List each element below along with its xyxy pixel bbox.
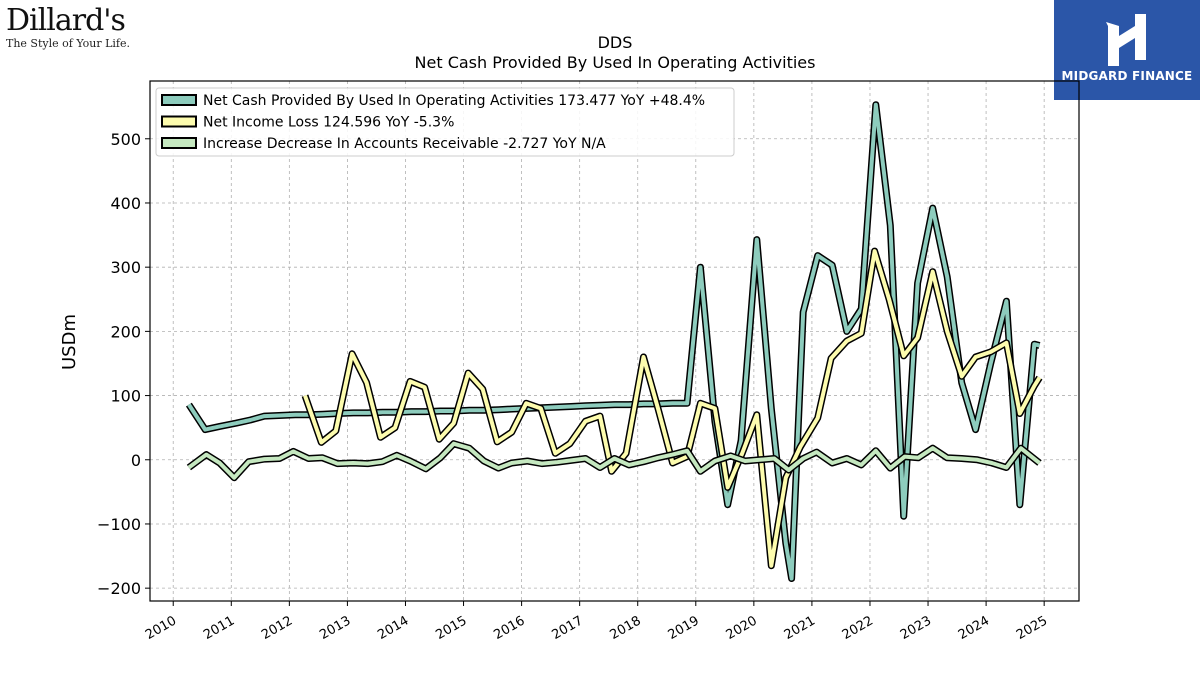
legend-box [155, 87, 735, 157]
legend: Net Cash Provided By Used In Operating A… [155, 87, 735, 157]
midgard-finance-brand-text: MIDGARD FINANCE [1061, 69, 1193, 83]
chart-title: DDS [598, 33, 633, 52]
x-tick-label: 2022 [840, 613, 876, 643]
series-group [185, 101, 1043, 582]
dillards-logo-wordmark: Dillard's [6, 3, 126, 38]
x-tick-label: 2010 [143, 613, 179, 643]
x-tick-label: 2013 [317, 613, 353, 643]
y-tick-label: −200 [97, 579, 141, 598]
y-tick-label: 500 [110, 130, 141, 149]
y-tick-label: 200 [110, 322, 141, 341]
x-tick-label: 2023 [898, 613, 934, 643]
midgard-finance-logo: MIDGARD FINANCE [1054, 0, 1200, 100]
y-axis-label: USDm [59, 314, 80, 370]
x-tick-label: 2019 [666, 613, 702, 643]
y-tick-label: 300 [110, 258, 141, 277]
x-tick-label: 2011 [201, 613, 237, 643]
x-tick-label: 2017 [550, 613, 586, 643]
x-tick-label: 2015 [433, 613, 469, 643]
legend-label-1: Net Income Loss 124.596 YoY -5.3% [203, 115, 454, 131]
x-tick-label: 2018 [608, 613, 644, 643]
legend-swatch-2 [161, 137, 197, 149]
x-tick-label: 2020 [724, 613, 760, 643]
x-tick-label: 2024 [956, 613, 992, 643]
x-axis: 2010 2011 2012 2013 2014 2015 2016 2017 2018 2019… [143, 601, 1050, 643]
x-tick-label: 2021 [782, 613, 818, 643]
legend-label-0: Net Cash Provided By Used In Operating A… [203, 93, 705, 109]
dillards-logo: Dillard's The Style of Your Life. [6, 4, 136, 50]
plot-frame [149, 80, 1080, 602]
x-tick-label: 2016 [491, 613, 527, 643]
legend-swatch-0 [161, 94, 197, 106]
x-tick-label: 2014 [375, 613, 411, 643]
series-2-line [187, 441, 1041, 480]
legend-label-2: Increase Decrease In Accounts Receivable… [203, 136, 606, 152]
midgard-finance-mark-icon [1106, 14, 1146, 66]
series-1-line [303, 249, 1042, 568]
dillards-logo-tagline: The Style of Your Life. [6, 37, 130, 50]
x-tick-label: 2025 [1014, 613, 1050, 643]
y-axis: −200 −100 0 100 200 300 400 500 [97, 130, 150, 598]
legend-swatch-1 [161, 115, 197, 128]
x-tick-label: 2012 [259, 613, 295, 643]
grid [150, 81, 1079, 601]
y-tick-label: 0 [131, 451, 141, 470]
y-tick-label: 400 [110, 194, 141, 213]
chart-subtitle: Net Cash Provided By Used In Operating A… [415, 53, 816, 72]
y-tick-label: 100 [110, 387, 141, 406]
y-tick-label: −100 [97, 515, 141, 534]
